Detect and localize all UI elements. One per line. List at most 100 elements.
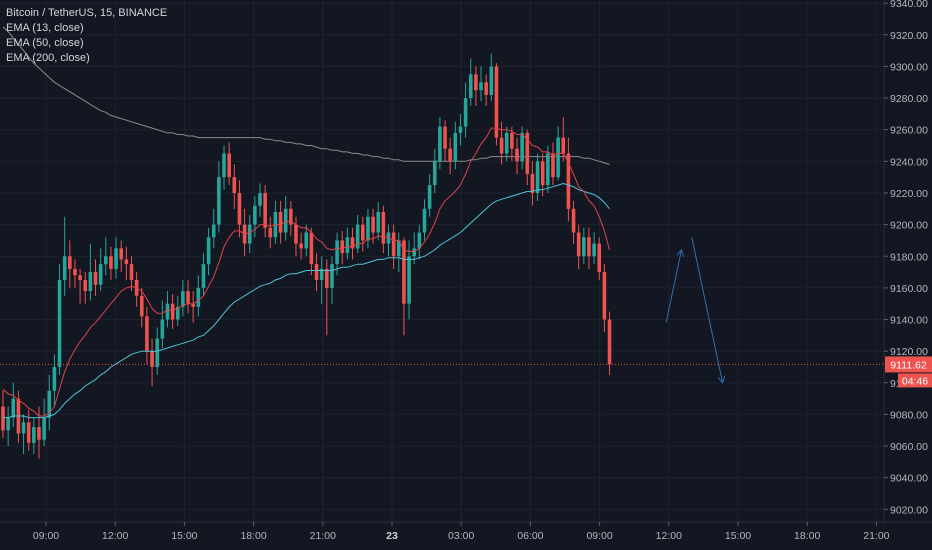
legend-ema13[interactable]: EMA (13, close) xyxy=(6,22,84,34)
candle-body xyxy=(181,291,185,307)
candle-body xyxy=(150,351,154,367)
candle xyxy=(432,148,437,193)
candle-body xyxy=(289,208,293,225)
candle-body xyxy=(32,427,36,443)
candle-body xyxy=(412,248,416,257)
candle xyxy=(119,240,124,273)
candle xyxy=(335,232,339,276)
candle xyxy=(314,253,319,292)
candle xyxy=(463,82,468,138)
time-tick-label: 12:00 xyxy=(656,530,682,542)
candle xyxy=(247,215,252,254)
legend-ema50[interactable]: EMA (50, close) xyxy=(6,37,84,49)
candle xyxy=(448,137,452,174)
candle-body xyxy=(299,243,303,249)
candle xyxy=(407,240,411,320)
ema200-line xyxy=(2,26,610,165)
candle xyxy=(484,74,488,106)
candle-body xyxy=(258,192,262,206)
candle xyxy=(474,66,478,106)
candle-body xyxy=(263,192,267,228)
candle-body xyxy=(335,240,339,265)
candle xyxy=(417,224,422,260)
candle-body xyxy=(438,126,442,162)
candle xyxy=(510,126,514,162)
candle-body xyxy=(366,216,370,241)
candle-body xyxy=(540,161,545,186)
forecast-arrow xyxy=(691,237,726,384)
candle xyxy=(479,66,483,102)
candle-body xyxy=(98,264,103,285)
candle-body xyxy=(247,224,252,244)
candle xyxy=(602,264,607,333)
candle xyxy=(206,227,211,276)
candle-body xyxy=(145,316,149,352)
ema-lines-layer xyxy=(2,127,610,419)
candle-body xyxy=(227,153,231,178)
candle-body xyxy=(119,248,124,260)
arrow-head xyxy=(676,248,684,257)
candle-body xyxy=(391,232,396,257)
price-tick-label: 9160.00 xyxy=(890,283,928,295)
legend-symbol[interactable]: Bitcoin / TetherUS, 15, BINANCE xyxy=(6,7,168,19)
candle xyxy=(68,240,72,288)
candle-body xyxy=(206,237,211,265)
time-axis[interactable]: 09:00 12:00 15:00 18:00 21:00 23 03:00 06:00 09:… xyxy=(0,521,932,542)
candle xyxy=(396,232,401,273)
legend-ema200[interactable]: EMA (200, close) xyxy=(6,52,90,64)
candle xyxy=(504,126,509,162)
candle-body xyxy=(340,240,345,254)
candle xyxy=(289,200,293,236)
candle-body xyxy=(6,417,10,431)
price-tick-label: 9260.00 xyxy=(890,125,928,137)
price-badges: 9111.62 04:46 xyxy=(885,356,932,388)
price-tick-label: 9120.00 xyxy=(890,346,928,358)
candle-body xyxy=(222,153,226,178)
candle-body xyxy=(319,268,324,280)
candle xyxy=(139,287,144,328)
candle-body xyxy=(57,279,62,367)
candle-body xyxy=(104,256,108,265)
candle-body xyxy=(566,153,571,209)
candle-body xyxy=(109,256,113,269)
grid xyxy=(0,0,884,522)
candle-body xyxy=(520,132,524,162)
candle xyxy=(268,216,273,249)
candle-body xyxy=(78,275,82,280)
candle-body xyxy=(396,240,401,257)
candle xyxy=(263,185,267,238)
candle xyxy=(376,202,381,241)
candle-body xyxy=(463,98,468,127)
candle-body xyxy=(42,417,46,440)
candle xyxy=(361,216,365,252)
candle-body xyxy=(468,74,473,99)
candle-body xyxy=(314,264,319,280)
candle xyxy=(88,243,93,301)
candle xyxy=(468,58,473,106)
ema13-line xyxy=(2,127,610,417)
candle xyxy=(345,227,350,260)
candle xyxy=(170,294,175,330)
time-tick-label: 09:00 xyxy=(586,530,612,542)
candle-body xyxy=(345,237,350,254)
candle xyxy=(489,53,494,102)
candle xyxy=(83,272,88,304)
price-tick-label: 9020.00 xyxy=(890,504,928,516)
candle-body xyxy=(607,319,612,365)
candle-body xyxy=(62,256,67,280)
price-tick-label: 9080.00 xyxy=(890,409,928,421)
candle-body xyxy=(453,132,458,162)
candle xyxy=(211,208,216,249)
candle-body xyxy=(602,272,607,320)
candle-body xyxy=(124,259,129,265)
candle xyxy=(520,126,524,170)
time-tick-label: 06:00 xyxy=(517,530,543,542)
candle-body xyxy=(504,132,509,154)
candle xyxy=(319,256,324,304)
candle xyxy=(62,216,67,296)
forecast-arrows xyxy=(665,237,726,384)
candle xyxy=(597,237,602,280)
candle-body xyxy=(11,398,16,418)
price-tick-label: 9200.00 xyxy=(890,220,928,232)
